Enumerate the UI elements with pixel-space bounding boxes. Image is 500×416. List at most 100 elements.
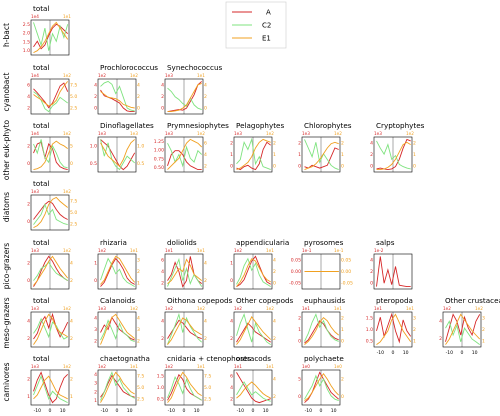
y-right-exponent: 1e2 (266, 306, 274, 311)
y-tick-right: 2 (482, 327, 485, 333)
y-tick-left: 2.0 (23, 31, 30, 37)
panel-frame (30, 136, 70, 173)
y-right-exponent: 1e2 (406, 131, 414, 136)
panel-frame (30, 194, 70, 231)
panel-title: doliolids (167, 238, 197, 247)
series-A (33, 82, 69, 109)
y-tick-right: 2 (341, 140, 344, 146)
y-left-exponent: 1e4 (31, 73, 39, 78)
y-tick-right: 7.5 (137, 373, 144, 379)
y-tick-right: 3 (482, 315, 485, 321)
y-tick-left: 4 (370, 140, 373, 146)
y-right-exponent: 1e2 (63, 131, 71, 136)
panel-frame (30, 78, 70, 115)
series-A (236, 141, 271, 171)
series-C2 (167, 87, 202, 111)
series-E1 (236, 316, 272, 345)
series-C2 (33, 203, 68, 226)
y-left-exponent: 1e3 (31, 364, 39, 369)
panel-frame (301, 369, 341, 406)
y-tick-left: 0.00 (291, 269, 301, 275)
y-tick-left: 1 (230, 260, 233, 266)
y-tick-right: 2 (273, 269, 276, 275)
y-tick-right: 0 (341, 394, 344, 400)
y-tick-left: 6 (161, 257, 164, 263)
y-tick-right: 2 (204, 336, 207, 342)
row-label-cyanobact: cyanobact (2, 72, 11, 111)
row-label-h-bact: h-bact (2, 23, 11, 47)
y-tick-right: 0.5 (137, 161, 144, 167)
row-label-other-euk-phyto: other euk-phyto (2, 119, 11, 180)
y-tick-left: 2 (27, 201, 30, 207)
panel-meso-grazers-other-crustaceans: Other crustaceans1e2 1e2 2 4 1 2 3 -10 0 10 (439, 296, 500, 356)
y-tick-left: 1 (298, 152, 301, 158)
y-tick-left: 0 (370, 164, 373, 170)
y-tick-right: 3 (137, 257, 140, 263)
y-tick-left: 4 (370, 257, 373, 263)
series-E1 (236, 138, 271, 171)
panel-frame (164, 369, 204, 406)
y-tick-left: 1.0 (157, 385, 164, 391)
y-tick-left: 4 (161, 82, 164, 88)
series-C2 (33, 374, 68, 404)
panel-frame (233, 311, 273, 348)
y-left-exponent: 1e1 (234, 364, 242, 369)
y-right-exponent: 1e1 (266, 248, 274, 253)
series-C2 (236, 313, 271, 345)
y-tick-left: 2 (27, 106, 30, 112)
y-tick-right: 4 (137, 82, 140, 88)
y-right-exponent: 1e1 (334, 306, 342, 311)
series-A (100, 89, 135, 113)
panel-title: cnidaria + ctenophores (167, 354, 251, 363)
y-tick-left: 1.00 (154, 148, 164, 154)
panel-frame (164, 136, 204, 173)
legend-label-E1: E1 (262, 35, 271, 43)
panel-title: total (33, 121, 49, 130)
y-tick-left: 4 (439, 318, 442, 324)
y-tick-left: 1.0 (23, 48, 30, 54)
x-tick: 10 (127, 408, 133, 414)
row-label-meso-grazers: meso-grazers (2, 297, 11, 348)
panel-frame (301, 253, 341, 290)
y-tick-left: 0 (230, 278, 233, 284)
series-E1 (236, 381, 271, 399)
panel-frame (373, 136, 413, 173)
y-tick-left: 4 (94, 372, 97, 378)
y-right-exponent: 1e2 (63, 248, 71, 253)
x-tick: 0 (461, 350, 464, 356)
x-tick: 10 (60, 408, 66, 414)
panel-frame (301, 311, 341, 348)
y-tick-left: -0.05 (289, 281, 301, 287)
y-left-exponent: 1e4 (31, 14, 39, 19)
row-label-pico-grazers: pico-grazers (2, 243, 11, 289)
y-tick-left: 0 (94, 106, 97, 112)
y-tick-right: 2 (204, 94, 207, 100)
panel-title: salps (376, 238, 395, 247)
y-right-exponent: 1e1 (197, 364, 205, 369)
y-tick-left: 4 (230, 318, 233, 324)
panel-frame (164, 311, 204, 348)
panel-title: rhizaria (100, 238, 127, 247)
y-left-exponent: 1e-1 (302, 248, 312, 253)
y-tick-right: 2 (137, 339, 140, 345)
y-tick-left: 0 (161, 106, 164, 112)
y-left-exponent: 1e3 (31, 248, 39, 253)
y-right-exponent: 1e2 (334, 131, 342, 136)
series-E1 (376, 313, 412, 345)
y-tick-left: 0.5 (157, 397, 164, 403)
y-right-exponent: 1e2 (63, 189, 71, 194)
panel-frame (301, 136, 341, 173)
panel-title: Other copepods (236, 296, 294, 305)
y-tick-right: 4 (273, 318, 276, 324)
panel-title: Dinoflagellates (100, 121, 154, 130)
y-tick-right: 0.05 (341, 257, 351, 263)
series-C2 (167, 312, 203, 345)
y-left-exponent: 1e3 (302, 131, 310, 136)
